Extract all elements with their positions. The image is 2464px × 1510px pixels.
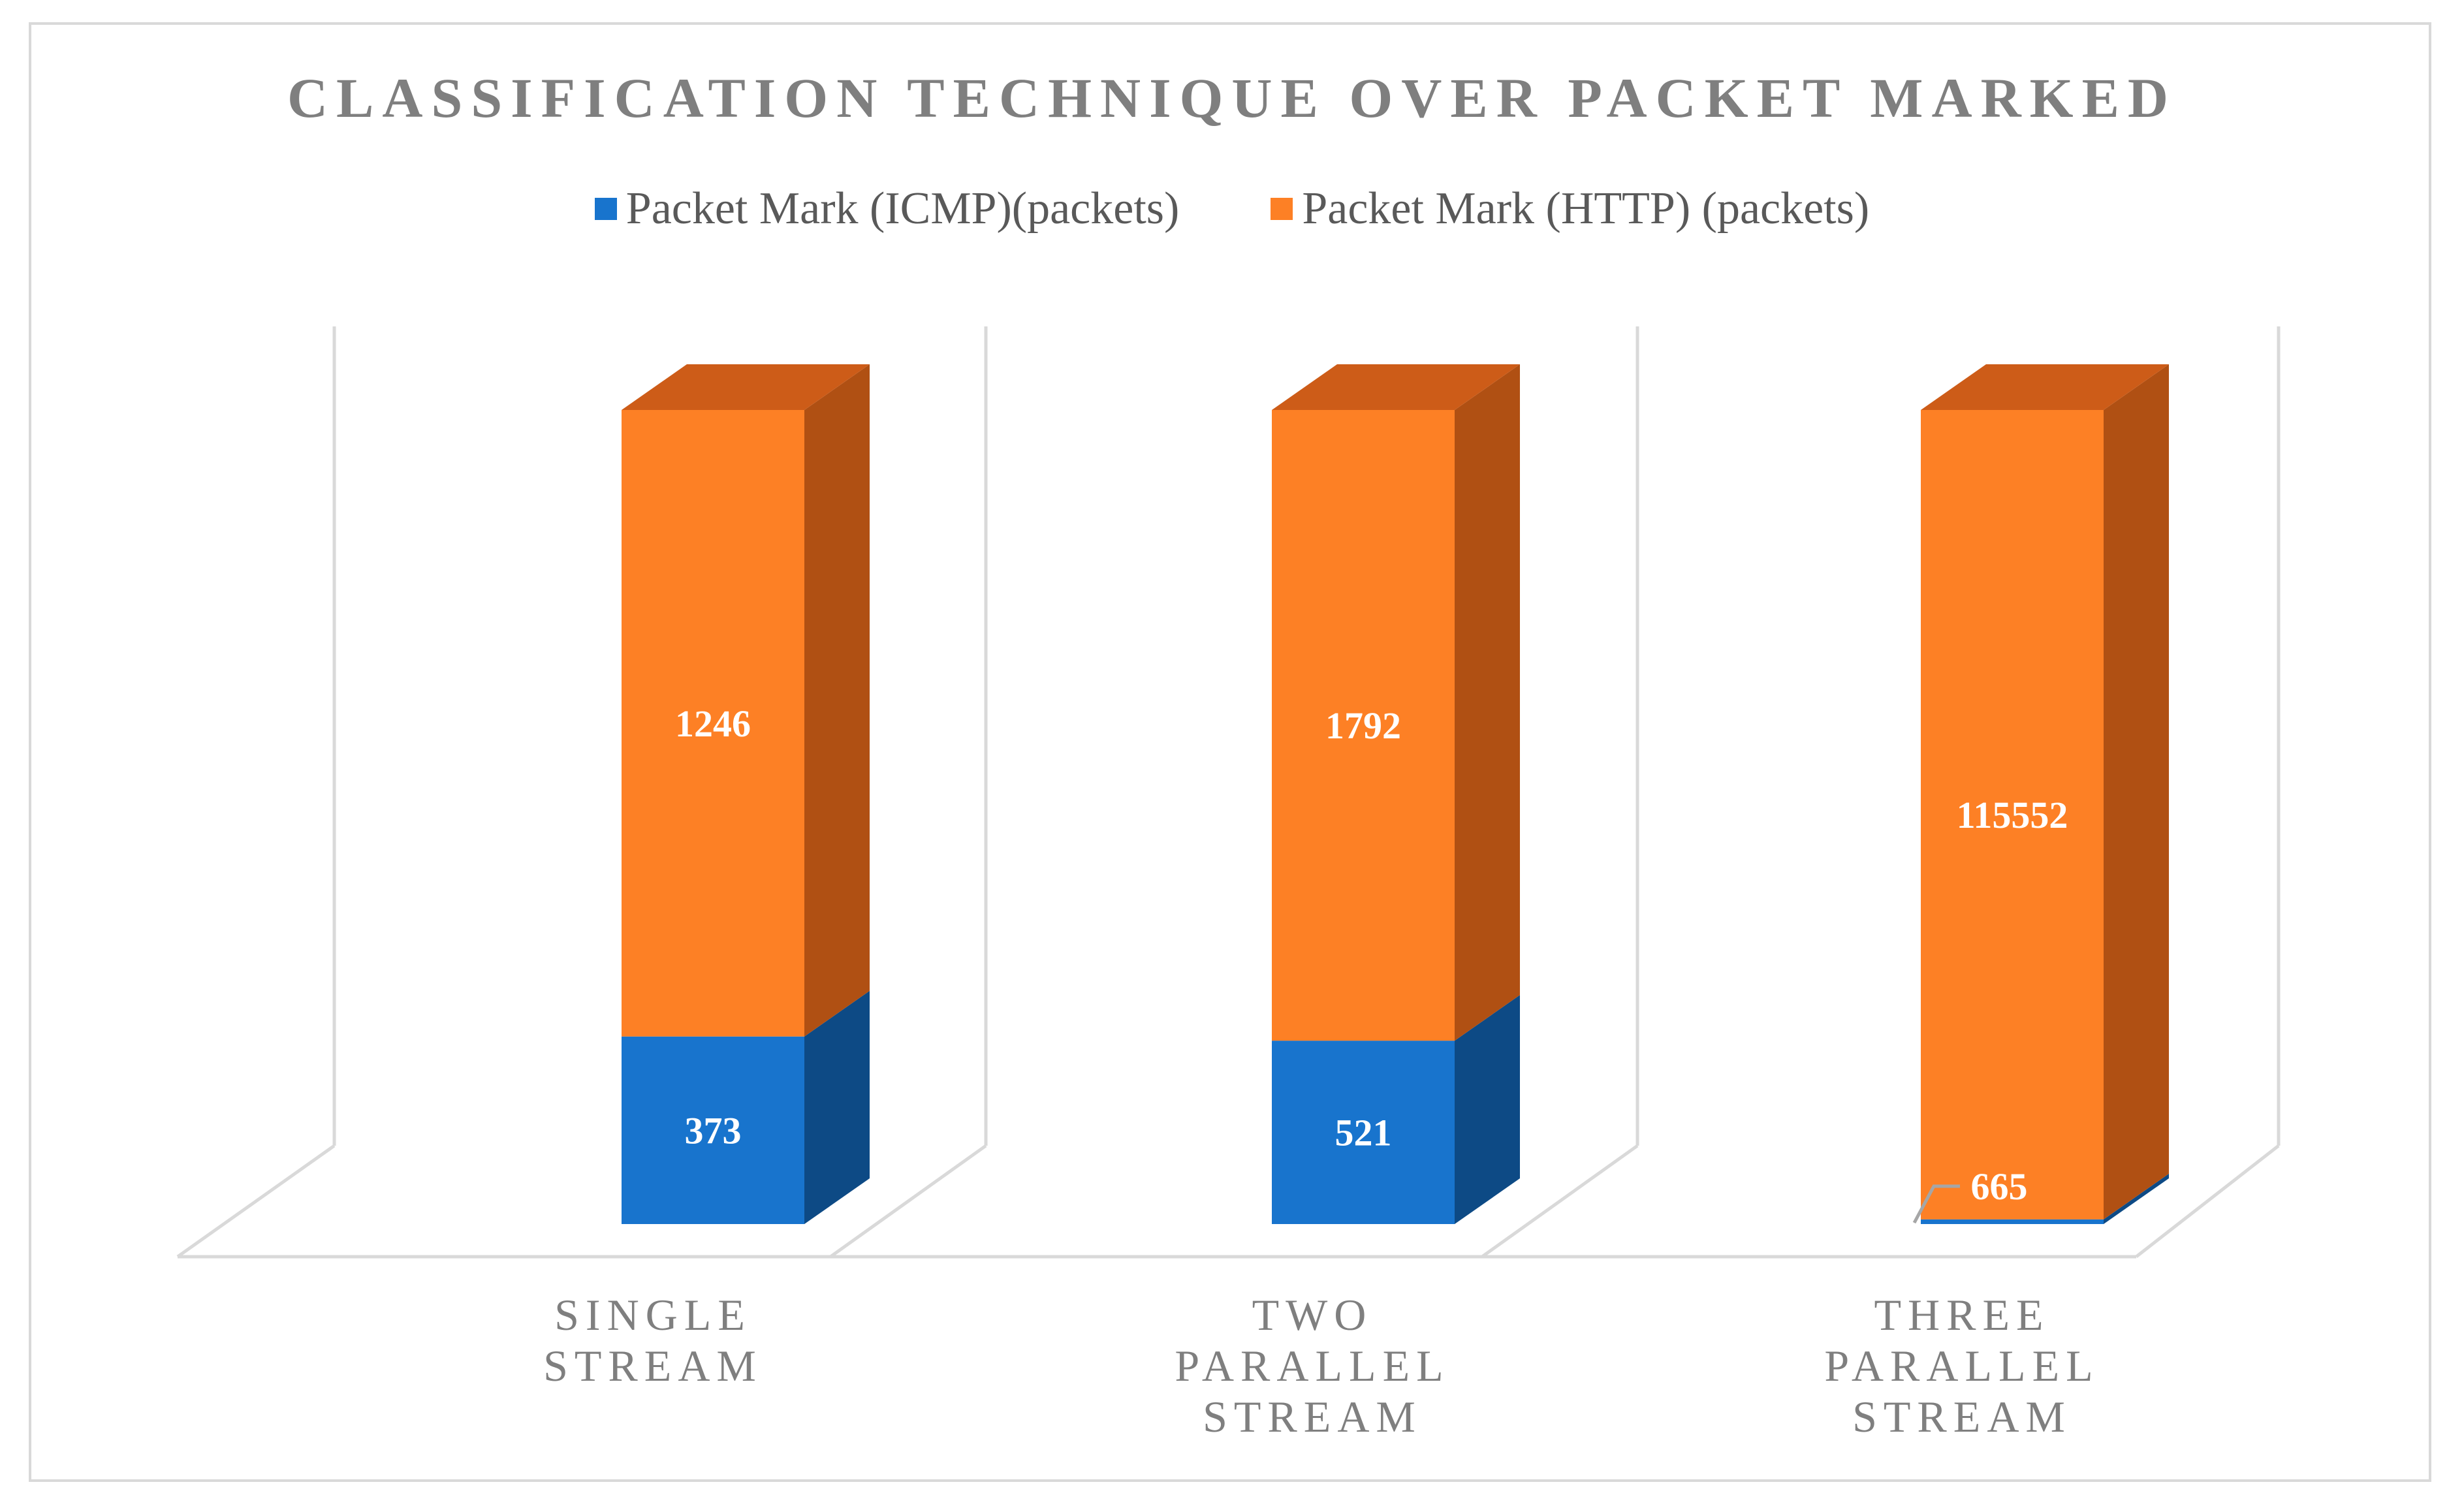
category-label-line: TWO bbox=[1252, 1290, 1373, 1340]
data-label-icmp-2: 665 bbox=[1971, 1165, 2028, 1208]
category-label-line: PARALLEL bbox=[1175, 1341, 1450, 1391]
bar-icmp-side-0 bbox=[804, 990, 870, 1224]
category-label-2: THREE PARALLEL STREAM bbox=[1753, 1289, 2171, 1442]
data-label-icmp-0: 373 bbox=[685, 1109, 742, 1152]
legend-swatch-http bbox=[1271, 198, 1293, 220]
bar-http-side-2 bbox=[2104, 364, 2169, 1219]
category-label-0: SINGLE STREAM bbox=[444, 1289, 862, 1391]
bar-icmp-front-1 bbox=[1272, 1041, 1455, 1224]
floor-right-edge bbox=[2135, 1144, 2280, 1258]
leader-line-icmp-2 bbox=[1912, 1184, 1960, 1224]
data-label-icmp-1: 521 bbox=[1335, 1112, 1392, 1154]
legend-label-http: Packet Mark (HTTP) (packets) bbox=[1302, 183, 1870, 234]
bar-icmp-front-0 bbox=[622, 1036, 804, 1224]
category-label-line: THREE bbox=[1874, 1290, 2050, 1340]
bar-icmp-front-2 bbox=[1921, 1219, 2104, 1224]
legend-item-icmp: Packet Mark (ICMP)(packets) bbox=[594, 183, 1180, 235]
bar-http-top-2 bbox=[1921, 364, 2169, 410]
category-label-line: PARALLEL bbox=[1824, 1341, 2100, 1391]
data-label-http-0: 1246 bbox=[675, 702, 751, 745]
category-label-line: STREAM bbox=[1203, 1392, 1422, 1441]
data-label-http-2: 115552 bbox=[1957, 794, 2068, 836]
bar-icmp-side-1 bbox=[1455, 995, 1520, 1224]
bar-http-front-2 bbox=[1921, 410, 2104, 1219]
bar-http-side-0 bbox=[804, 364, 870, 1037]
data-label-http-1: 1792 bbox=[1325, 704, 1401, 747]
category-label-line: STREAM bbox=[1852, 1392, 2072, 1441]
legend-swatch-icmp bbox=[594, 198, 617, 220]
category-label-1: TWO PARALLEL STREAM bbox=[1103, 1289, 1521, 1442]
bar-http-top-0 bbox=[622, 364, 870, 410]
chart-title: CLASSIFICATION TECHNIQUE OVER PACKET MAR… bbox=[287, 67, 2177, 129]
category-label-line: SINGLE bbox=[554, 1290, 751, 1340]
legend-label-icmp: Packet Mark (ICMP)(packets) bbox=[625, 183, 1180, 234]
bar-http-side-1 bbox=[1455, 364, 1520, 1041]
category-label-line: STREAM bbox=[543, 1341, 763, 1391]
bar-http-top-1 bbox=[1272, 364, 1520, 410]
bar-http-front-0 bbox=[622, 410, 804, 1037]
bar-http-front-1 bbox=[1272, 410, 1455, 1041]
floor-divider-2 bbox=[1481, 1144, 1639, 1259]
floor-left-edge bbox=[176, 1144, 336, 1259]
floor-divider-1 bbox=[829, 1144, 987, 1259]
bar-icmp-side-2 bbox=[2104, 1173, 2169, 1224]
legend: Packet Mark (ICMP)(packets) Packet Mark … bbox=[0, 180, 2464, 238]
legend-item-http: Packet Mark (HTTP) (packets) bbox=[1271, 183, 1869, 235]
